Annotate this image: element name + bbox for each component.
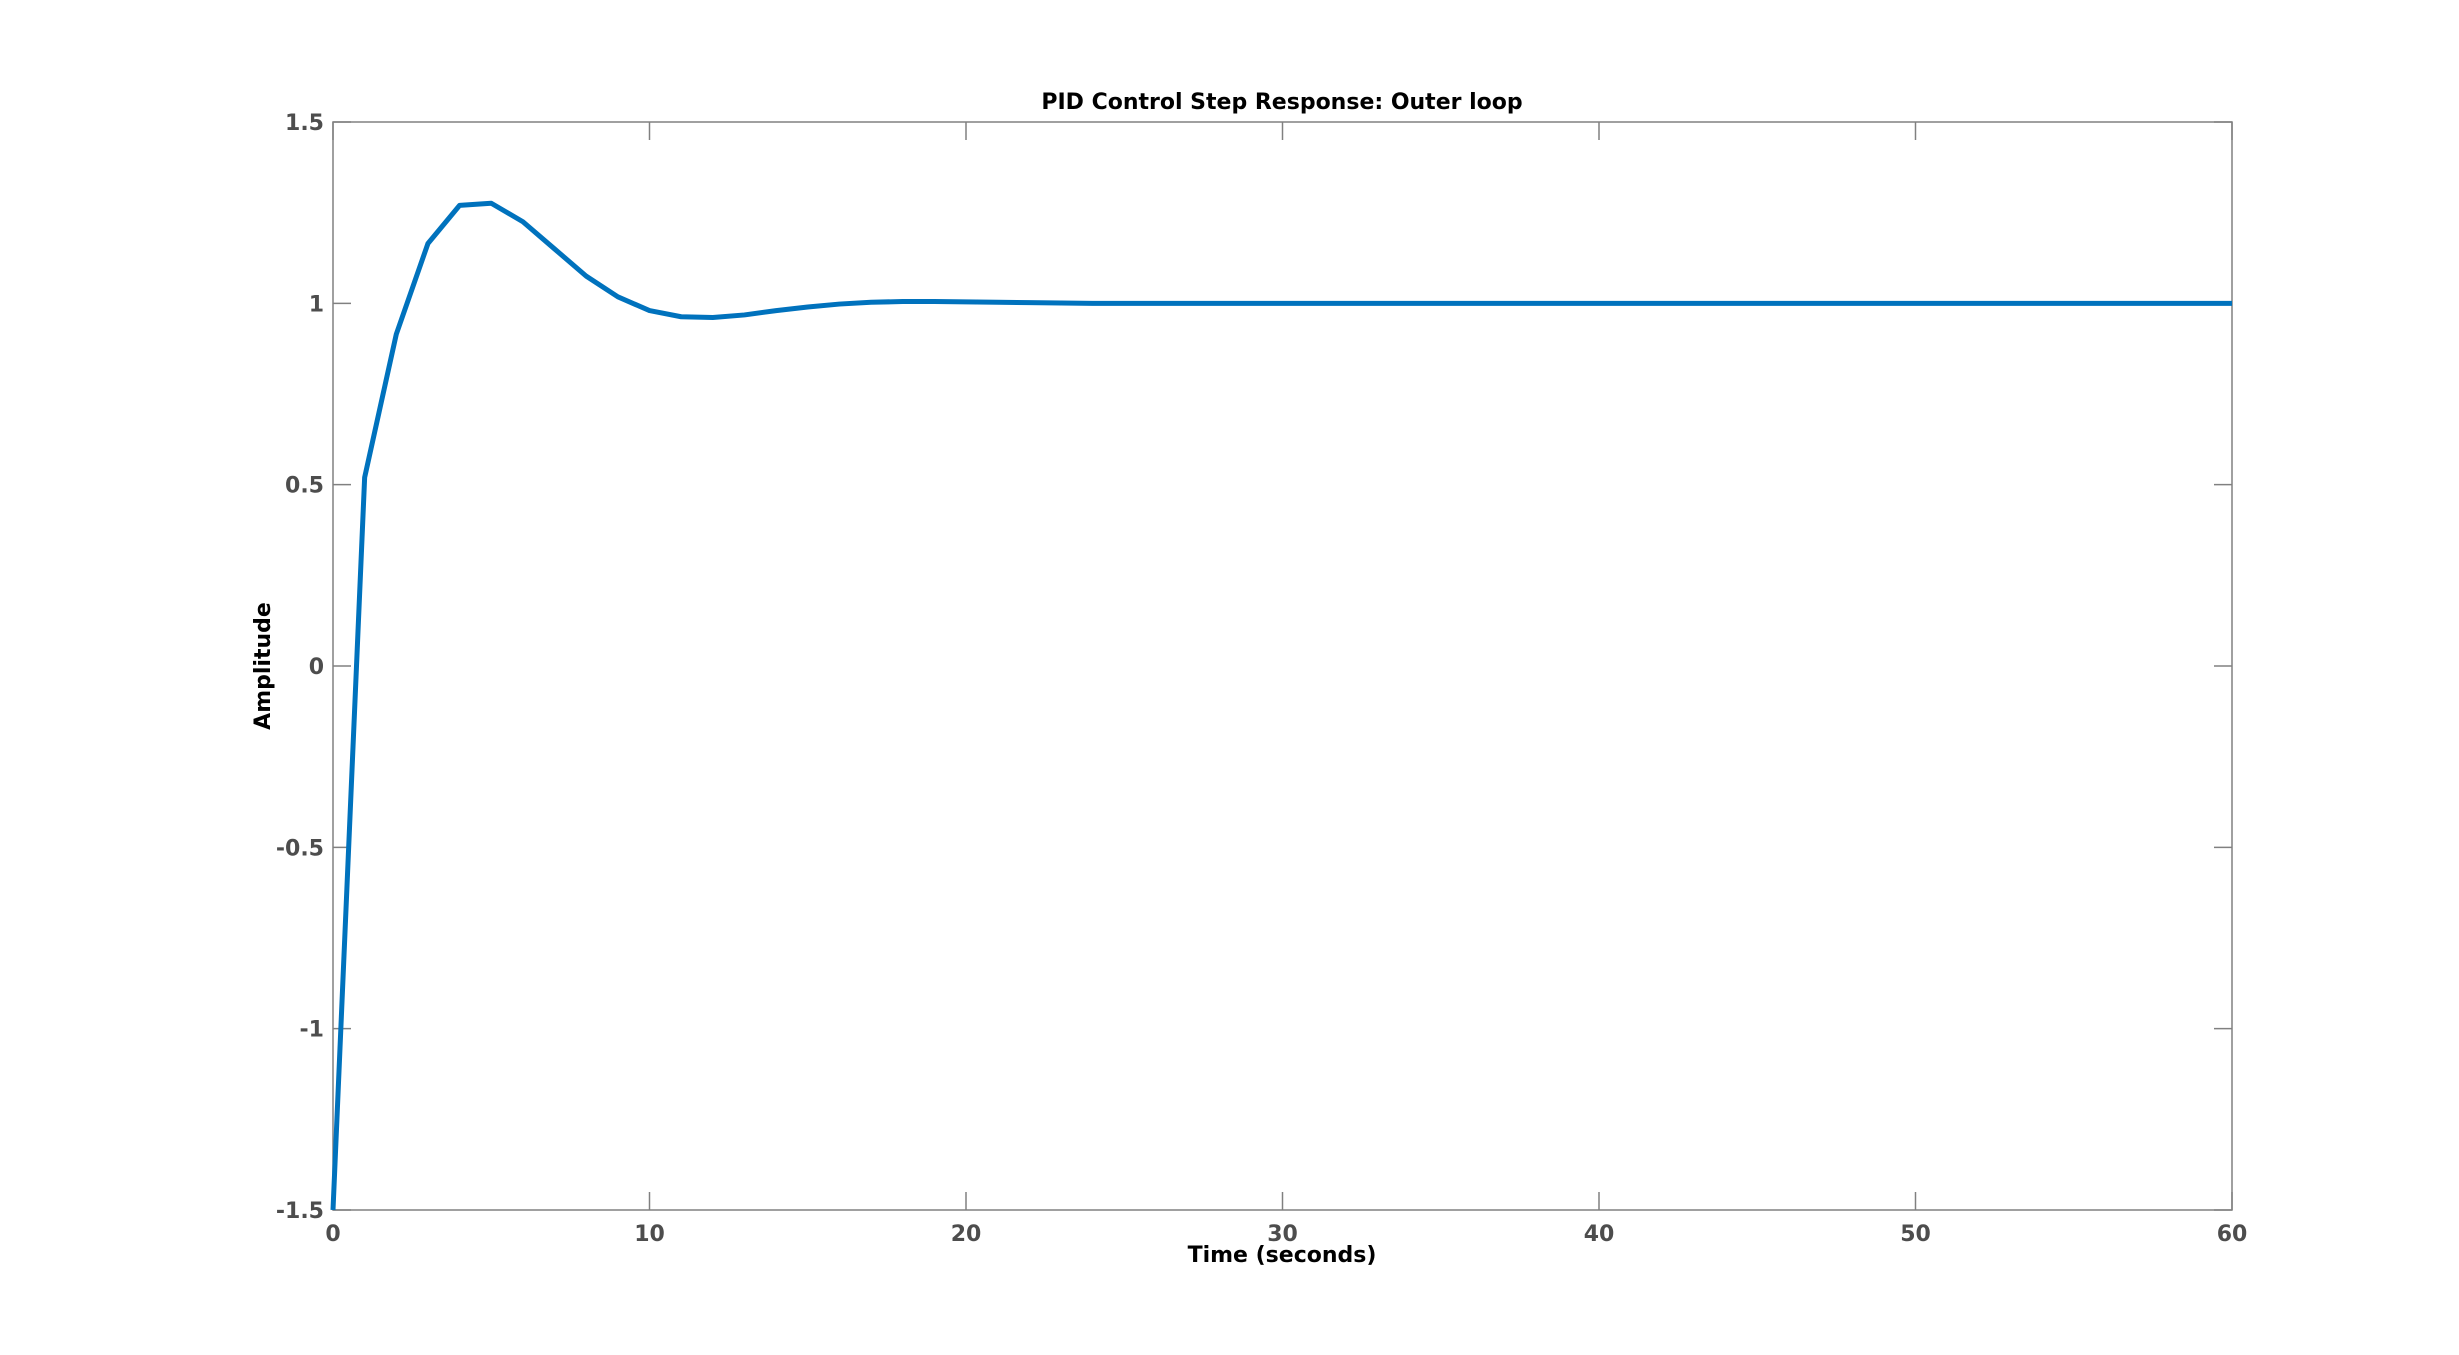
x-tick-label: 60	[2217, 1222, 2248, 1247]
step-response-line	[330, 200, 2232, 1211]
y-tick-label: 0.5	[285, 474, 324, 499]
x-tick-label: 0	[325, 1222, 340, 1247]
x-tick-label: 10	[634, 1222, 665, 1247]
tick-marks	[332, 121, 2233, 1211]
series-layer	[330, 200, 2232, 1211]
y-tick-label: -0.5	[276, 836, 324, 861]
x-tick-label: 20	[951, 1222, 982, 1247]
x-tick-label: 40	[1584, 1222, 1615, 1247]
x-axis-label: Time (seconds)	[1188, 1243, 1377, 1268]
y-tick-label: -1	[300, 1018, 324, 1043]
x-tick-label: 50	[1900, 1222, 1931, 1247]
y-tick-label: -1.5	[276, 1199, 324, 1224]
y-tick-label: 1	[309, 292, 324, 317]
y-tick-label: 1.5	[285, 111, 324, 136]
x-tick-label: 30	[1267, 1222, 1298, 1247]
y-tick-labels: -1.5 -1 -0.5 0 0.5 1 1.5	[276, 111, 324, 1224]
chart-title: PID Control Step Response: Outer loop	[1041, 90, 1522, 115]
y-tick-label: 0	[309, 655, 324, 680]
plot-area	[332, 121, 2233, 1211]
y-axis-label: Amplitude	[251, 602, 276, 730]
x-tick-labels: 0 10 20 30 40 50 60	[325, 1222, 2247, 1247]
